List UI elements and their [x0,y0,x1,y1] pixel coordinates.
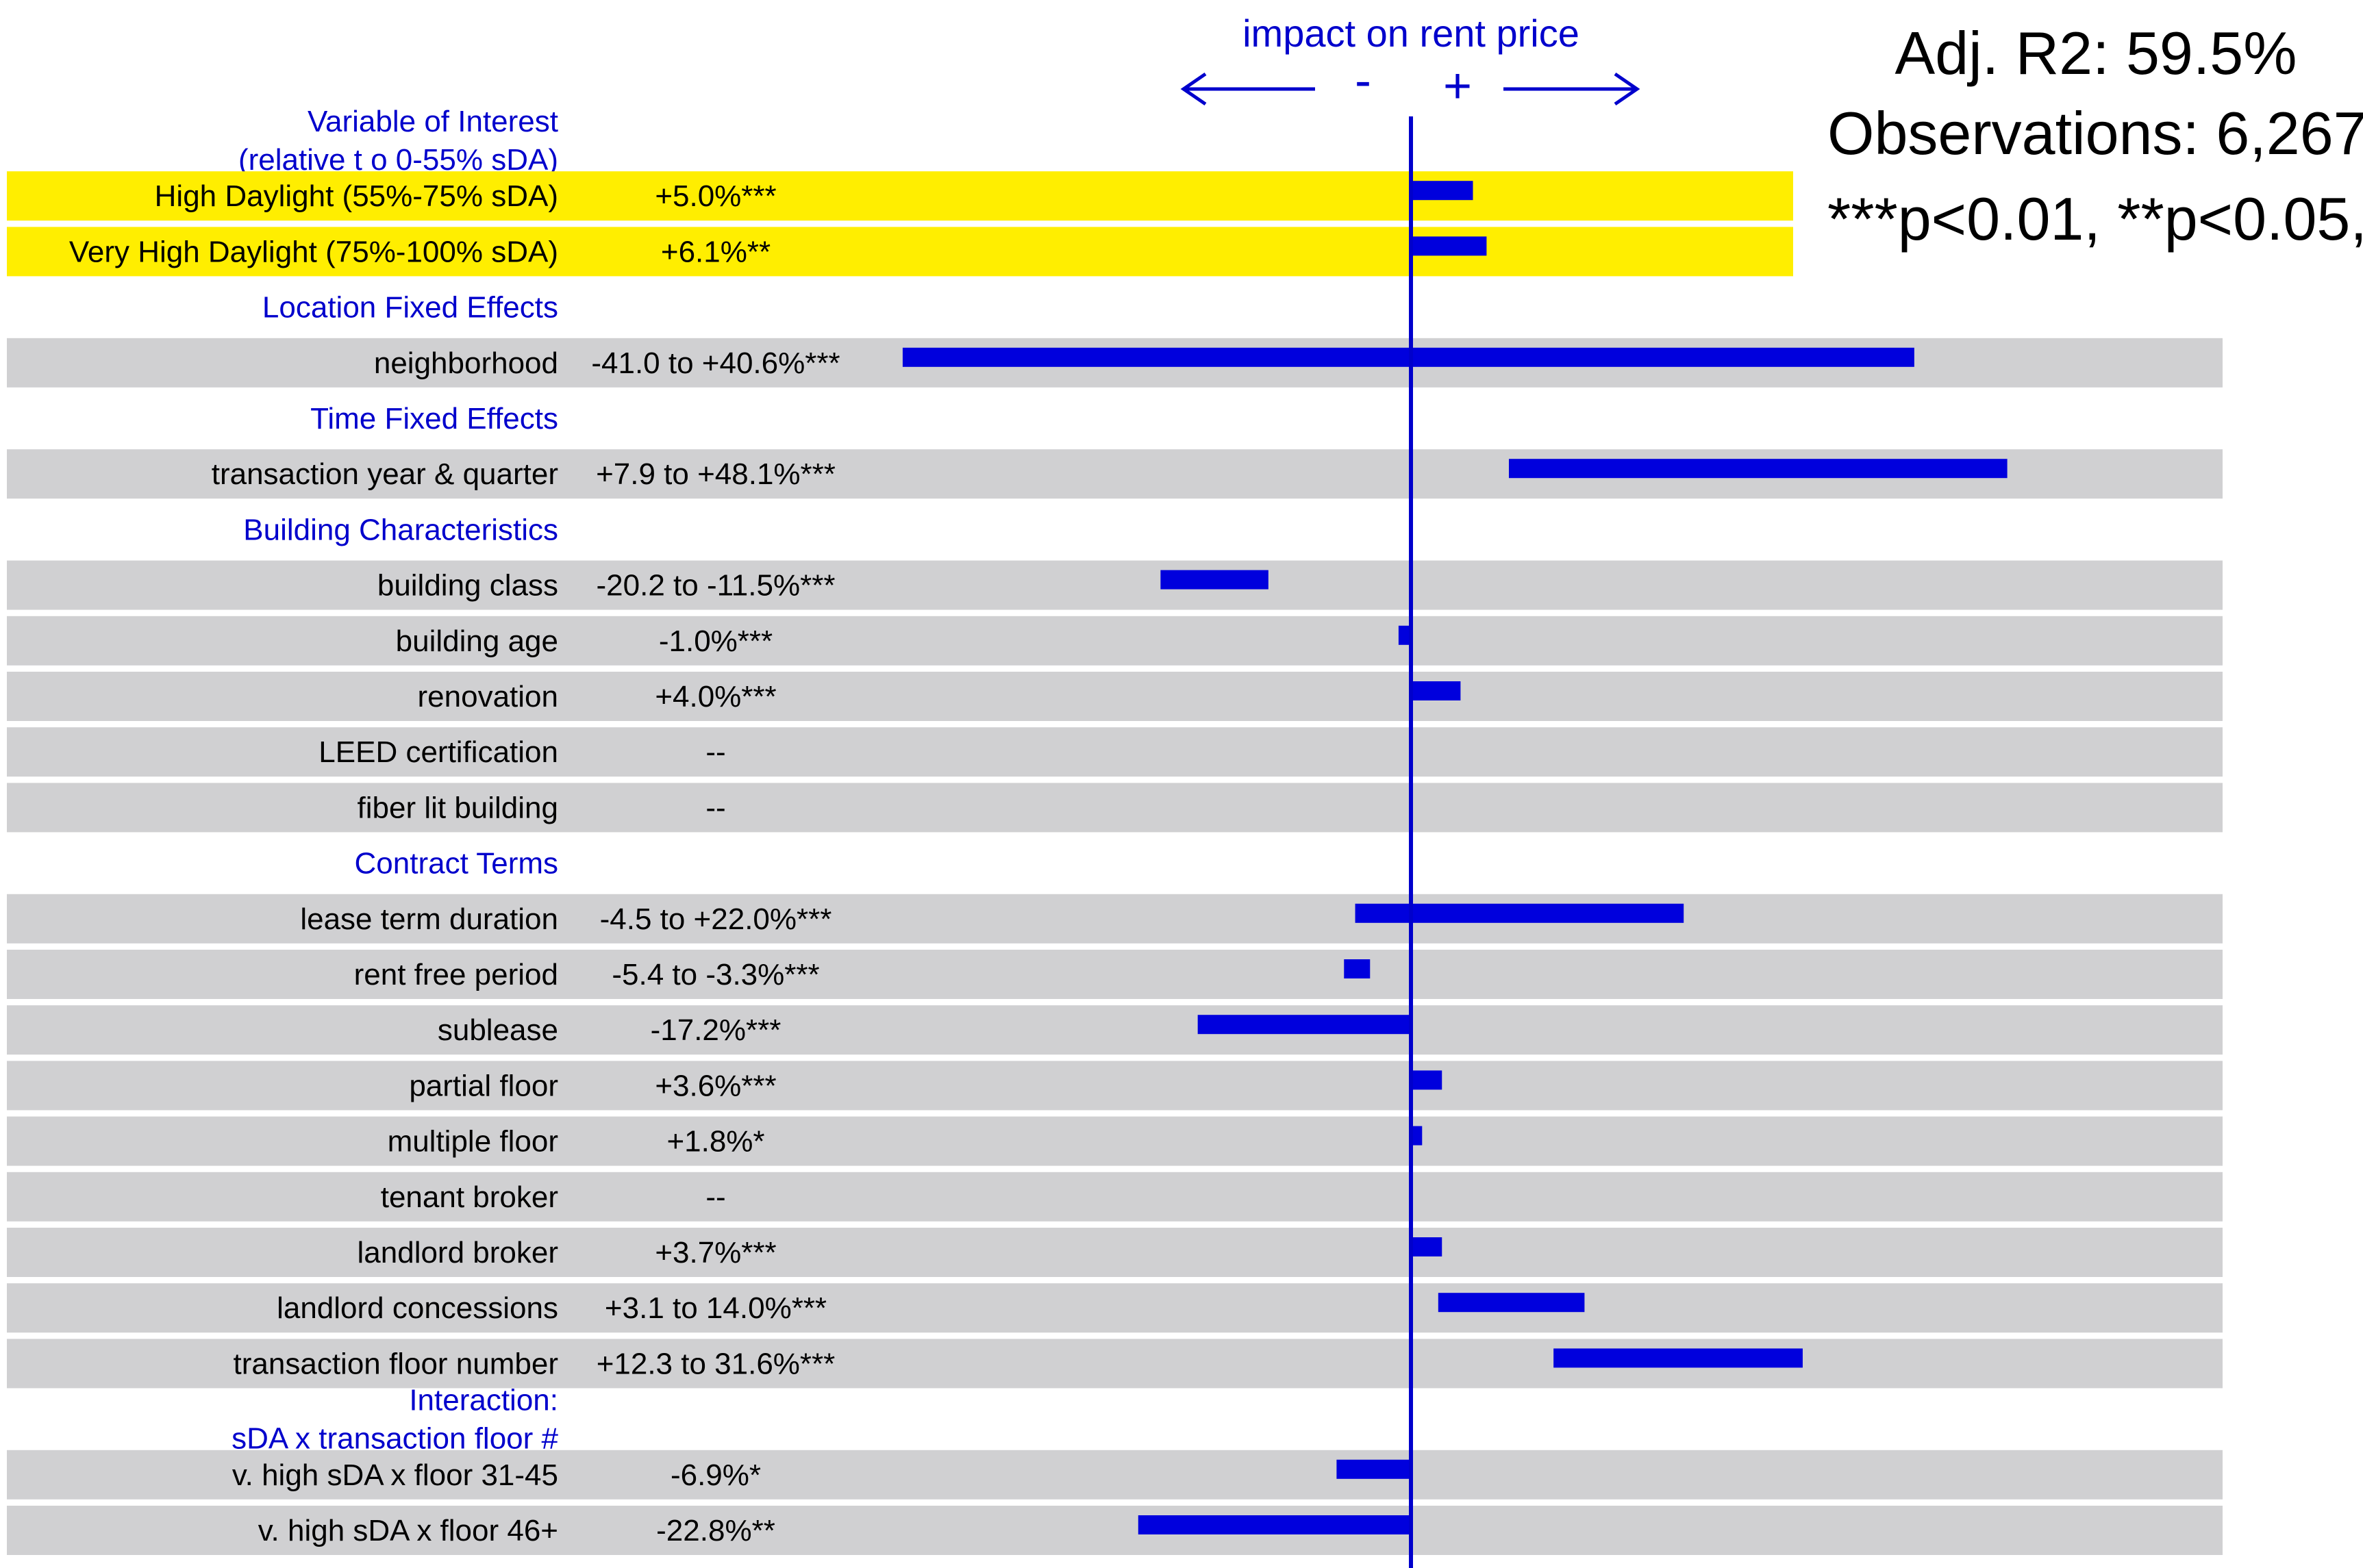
section-header: sDA x transaction floor # [232,1422,558,1456]
section-header: Location Fixed Effects [262,291,558,325]
row-background [7,1339,2223,1389]
variable-label: neighborhood [374,346,558,380]
coefficient-bar [1438,1293,1585,1313]
coefficient-bar [902,347,1914,367]
bars-layer [902,181,2008,1534]
variable-label: tenant broker [381,1180,558,1214]
coefficient-label: +4.0%*** [655,680,776,713]
row-background [7,672,2223,721]
variable-label: Very High Daylight (75%-100% sDA) [69,235,558,268]
coefficient-label: -- [705,791,725,824]
axis-minus-label: - [1355,53,1371,108]
coefficient-label: -- [705,735,725,769]
coefficient-label: -- [705,1180,725,1214]
coefficient-bar [1160,570,1268,590]
variable-label: landlord broker [358,1236,559,1269]
section-header: Interaction: [409,1384,558,1417]
coefficient-bar [1553,1348,1803,1368]
coefficient-bar [1138,1515,1411,1534]
axis-plus-label: + [1443,59,1472,114]
variable-label: v. high sDA x floor 31-45 [232,1458,558,1492]
coefficient-label: +5.0%*** [655,179,776,213]
row-background [7,1061,2223,1111]
coefficient-label: -5.4 to -3.3%*** [612,958,819,991]
variable-label: landlord concessions [277,1291,558,1325]
variable-label: lease term duration [300,902,558,936]
coefficient-label: -41.0 to +40.6%*** [591,346,840,380]
row-background [7,1116,2223,1166]
coefficient-bar [1411,681,1461,700]
row-background [7,727,2223,777]
coefficient-label: +7.9 to +48.1%*** [596,457,836,491]
variable-label: building class [377,569,558,603]
row-background [7,894,2223,944]
coefficient-bar [1411,236,1487,256]
right-arrow-icon [1503,72,1640,106]
variable-label: building age [396,624,558,658]
variable-label: v. high sDA x floor 46+ [258,1514,558,1547]
variable-label: transaction year & quarter [212,457,558,491]
coefficient-bar [1197,1015,1411,1035]
row-background [7,171,1793,221]
coefficient-bar [1398,625,1411,645]
coefficient-bar [1336,1459,1411,1479]
variable-label: multiple floor [388,1125,558,1159]
variable-label: transaction floor number [234,1347,558,1380]
row-background [7,560,2223,610]
coefficient-label: +3.7%*** [655,1236,776,1269]
coefficient-bar [1411,1126,1423,1146]
row-background [7,1506,2223,1555]
section-header: Time Fixed Effects [310,402,558,435]
section-header: Building Characteristics [243,513,558,546]
variable-label: fiber lit building [358,791,559,824]
adj-r2-stat: Adj. R2: 59.5% [1895,19,2297,87]
coefficient-bar [1508,459,2008,479]
coefficient-label: +12.3 to 31.6%*** [597,1347,836,1380]
row-background [7,1228,2223,1277]
variable-label: rent free period [354,958,558,991]
section-header: Contract Terms [355,847,559,881]
coefficient-label: +1.8%* [666,1125,764,1159]
row-background [7,227,1793,277]
row-background [7,1005,2223,1055]
row-background [7,1283,2223,1333]
coefficient-label: -22.8%** [656,1514,775,1547]
rows-layer: Variable of Interest (relative t o 0-55% … [7,105,2223,1555]
variable-label: partial floor [409,1069,558,1102]
variable-label: renovation [418,680,558,713]
observations-stat: Observations: 6,267 [1827,99,2363,167]
coefficient-bar [1344,959,1371,978]
coefficient-bar [1411,181,1473,201]
row-background [7,616,2223,666]
coefficient-label: -20.2 to -11.5%*** [597,569,836,603]
coefficient-label: +6.1%** [661,235,771,268]
row-background [7,1172,2223,1222]
coefficient-bar [1411,1237,1442,1256]
coefficient-label: -6.9%* [671,1458,761,1492]
section-header: Variable of Interest [308,105,558,138]
coefficient-label: -4.5 to +22.0%*** [600,902,832,936]
row-background [7,783,2223,833]
significance-note: ***p<0.01, **p<0.05, [1827,185,2363,253]
row-background [7,950,2223,999]
left-arrow-icon [1180,72,1315,106]
axis-title: impact on rent price [1242,12,1579,55]
variable-label: sublease [438,1013,558,1047]
coefficient-label: -17.2%*** [651,1013,782,1047]
coefficient-label: +3.6%*** [655,1069,776,1102]
row-background [7,1450,2223,1500]
variable-label: LEED certification [318,735,558,769]
coefficient-bar [1411,1070,1442,1090]
coefficient-bar [1355,903,1684,923]
variable-label: High Daylight (55%-75% sDA) [155,179,558,213]
coefficient-label: -1.0%*** [659,624,773,658]
coefficient-label: +3.1 to 14.0%*** [605,1291,827,1325]
section-header: (relative t o 0-55% sDA) [238,143,558,177]
